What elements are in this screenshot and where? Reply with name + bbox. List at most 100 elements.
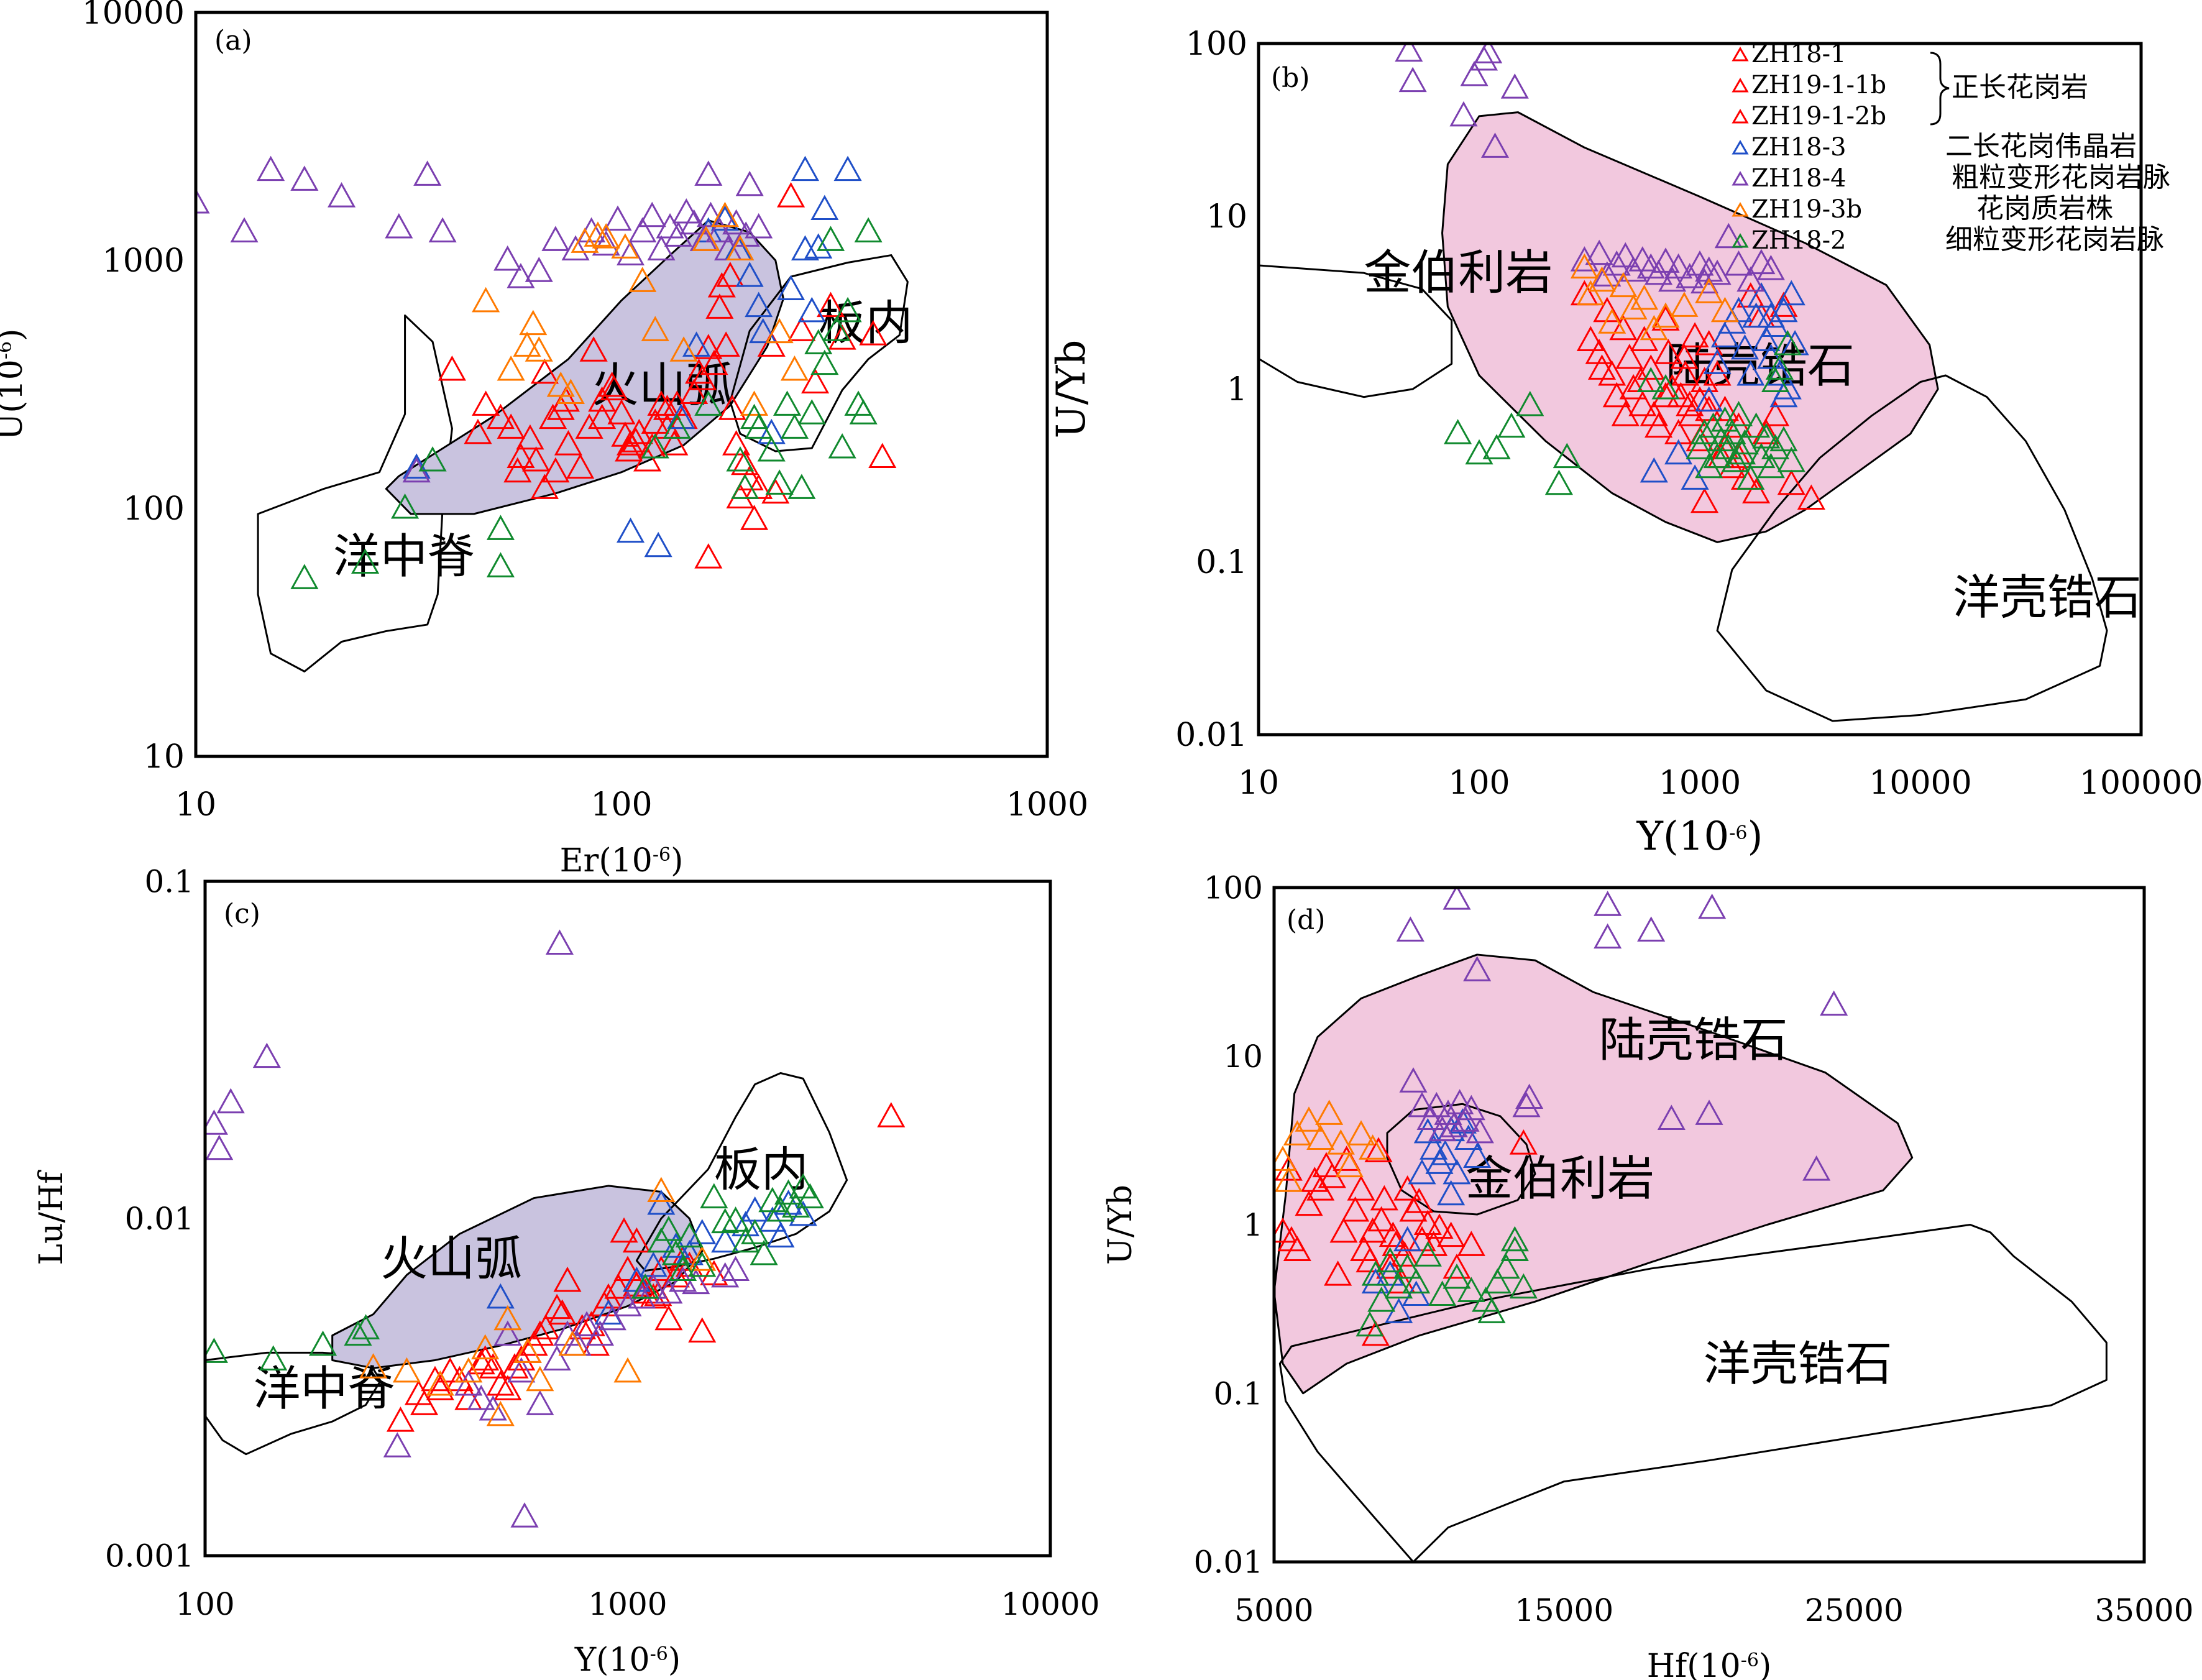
data-point [722, 1255, 750, 1282]
data-point [1463, 1142, 1492, 1168]
data-point [1393, 1175, 1422, 1201]
field-polygon [205, 1351, 382, 1456]
data-point [688, 1317, 717, 1343]
data-point [454, 1370, 483, 1396]
data-point [309, 1330, 337, 1356]
data-point [410, 1390, 439, 1415]
data-point [519, 310, 548, 336]
legend-marker [1732, 78, 1749, 93]
data-point [1448, 1108, 1477, 1134]
data-point [625, 418, 653, 444]
data-point [486, 552, 515, 577]
data-point [1676, 390, 1704, 416]
data-point [1295, 1106, 1323, 1132]
data-point [804, 233, 833, 259]
y-tick-label: 0.001 [105, 1538, 194, 1574]
data-point [1587, 354, 1617, 380]
y-tick-label: 10 [1223, 1039, 1263, 1075]
data-point [1756, 255, 1785, 280]
data-point [1698, 893, 1727, 919]
data-point [1422, 1091, 1451, 1118]
data-point [1477, 1298, 1506, 1323]
field-polygon [385, 219, 784, 515]
data-point [1710, 395, 1739, 421]
data-point [615, 436, 643, 462]
data-point [1425, 1213, 1454, 1239]
data-point [791, 235, 820, 260]
data-point [1703, 443, 1732, 469]
data-point [810, 195, 839, 221]
data-point [525, 336, 553, 362]
data-point [257, 155, 285, 181]
data-point [1408, 1226, 1436, 1252]
data-point [1274, 1145, 1297, 1171]
y-tick-label: 0.01 [125, 1201, 194, 1237]
data-point [507, 263, 535, 288]
data-point [205, 1338, 228, 1363]
data-point [1460, 60, 1489, 86]
data-point [616, 240, 645, 266]
data-point [290, 564, 319, 589]
series-ZH19-1-2b [426, 1255, 717, 1400]
data-point [741, 1219, 769, 1244]
legend-description: 细粒变形花岗岩脉 [1945, 224, 2164, 255]
data-point [1361, 1260, 1390, 1286]
data-point [1437, 1221, 1466, 1247]
data-point [539, 403, 567, 429]
data-point [1695, 395, 1723, 421]
field-polygon [1716, 374, 2108, 722]
data-point [1651, 247, 1680, 273]
data-point [600, 375, 628, 401]
data-point [1500, 1226, 1529, 1252]
data-point [585, 1320, 615, 1346]
data-point [745, 291, 773, 318]
data-point [1615, 343, 1644, 369]
data-point [716, 262, 745, 287]
series-ZH18-2 [1444, 329, 1805, 495]
data-point [1587, 266, 1617, 292]
data-point [1619, 256, 1648, 282]
data-point [1443, 1253, 1471, 1279]
data-point [1413, 1241, 1442, 1267]
data-point [486, 515, 515, 540]
data-point [418, 446, 447, 472]
data-point [486, 403, 515, 429]
data-point [732, 1227, 760, 1253]
data-point [745, 213, 773, 239]
data-point [1376, 1253, 1405, 1279]
data-point [711, 1227, 740, 1253]
data-point [694, 160, 723, 186]
data-point [732, 1211, 760, 1237]
data-point [1329, 1217, 1358, 1243]
x-tick-label: 100000 [2080, 764, 2202, 802]
data-point [1399, 1067, 1428, 1093]
data-point [472, 287, 500, 313]
data-point [647, 1189, 676, 1215]
data-point [507, 443, 535, 469]
data-point [1306, 1175, 1335, 1201]
series-ZH19-3b [359, 1177, 717, 1426]
data-point [575, 413, 603, 439]
data-point [467, 1349, 495, 1375]
data-point [740, 505, 769, 530]
data-point [1474, 44, 1503, 63]
data-point [1274, 1167, 1303, 1192]
field-polygon [1259, 264, 1453, 398]
data-point [700, 1183, 728, 1209]
data-point [663, 413, 691, 439]
data-point [1382, 1231, 1410, 1256]
data-point [1428, 1116, 1457, 1142]
data-point [616, 517, 645, 543]
data-point [877, 1102, 906, 1127]
data-point [579, 336, 608, 362]
data-point [1295, 1190, 1323, 1216]
data-point [822, 316, 851, 341]
y-tick-label: 100 [1204, 870, 1263, 906]
plot-frame [203, 879, 1052, 1558]
data-point [1628, 390, 1657, 416]
data-point [675, 1222, 704, 1248]
data-point [628, 217, 657, 243]
data-point [493, 245, 522, 271]
